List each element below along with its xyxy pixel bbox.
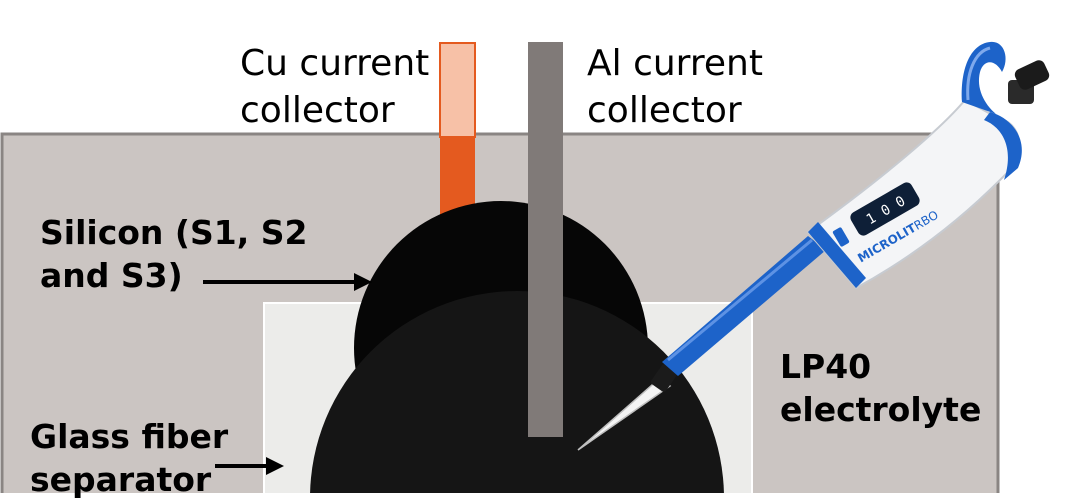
pipette: 1 0 0 MICROLITRBO [577,41,1050,451]
silicon-arrow [203,273,372,291]
separator-arrow [215,457,284,475]
separator-label: Glass fiber separator [30,417,229,499]
cu-collector-label: Cu current collector [240,43,430,131]
pipette-shaft [662,236,826,376]
lower-electrode [310,291,724,493]
pipette-thumb-hook [961,41,1006,114]
cu-current-collector-upper [439,42,476,138]
al-collector-label: Al current collector [587,43,763,131]
al-current-collector [528,42,563,437]
silicon-label: Silicon (S1, S2 and S3) [40,213,308,295]
pipette-display-window [850,182,920,236]
electrolyte-label: LP40 electrolyte [780,347,982,429]
